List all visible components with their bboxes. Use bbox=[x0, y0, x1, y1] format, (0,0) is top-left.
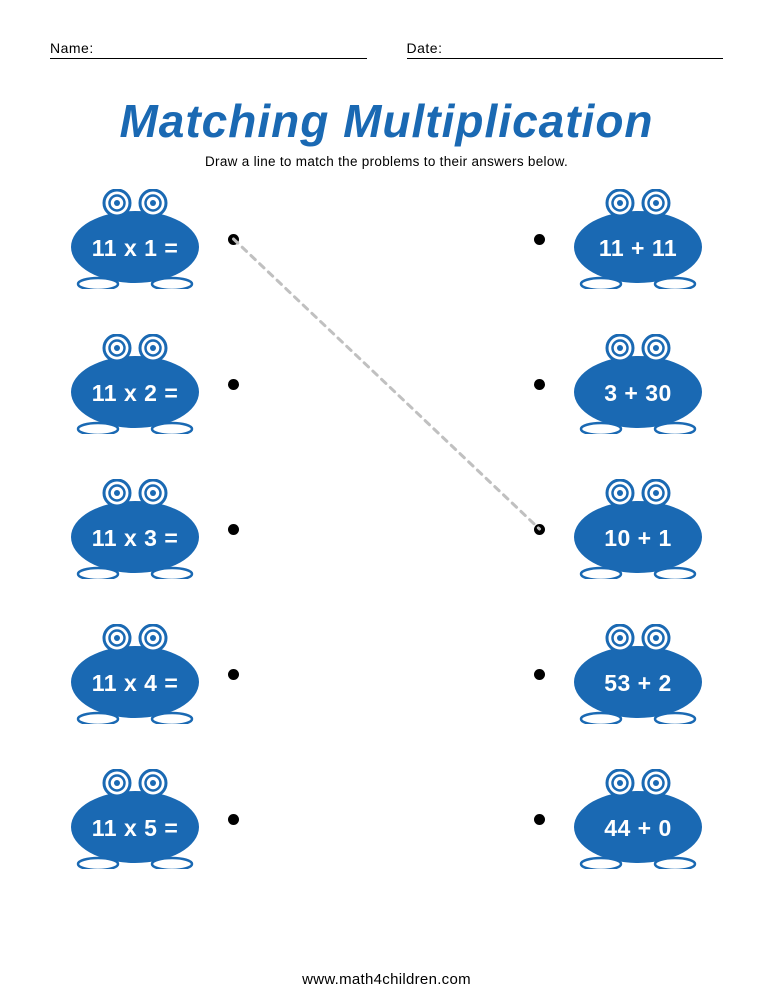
name-label: Name: bbox=[50, 40, 94, 56]
left-row: 11 x 3 = bbox=[60, 479, 239, 579]
name-field[interactable]: Name: bbox=[50, 40, 367, 59]
frog-icon: 44 + 0 bbox=[563, 769, 713, 869]
left-problem-text: 11 x 2 = bbox=[60, 380, 210, 407]
left-problem-text: 11 x 1 = bbox=[60, 235, 210, 262]
left-row: 11 x 4 = bbox=[60, 624, 239, 724]
left-row: 11 x 2 = bbox=[60, 334, 239, 434]
left-problem-text: 11 x 4 = bbox=[60, 670, 210, 697]
match-dot[interactable] bbox=[228, 814, 239, 825]
right-problem-text: 3 + 30 bbox=[563, 380, 713, 407]
match-dot[interactable] bbox=[534, 234, 545, 245]
right-row: 3 + 30 bbox=[534, 334, 713, 434]
right-row: 10 + 1 bbox=[534, 479, 713, 579]
right-problem-text: 11 + 11 bbox=[563, 235, 713, 262]
match-dot[interactable] bbox=[228, 669, 239, 680]
left-row: 11 x 1 = bbox=[60, 189, 239, 289]
date-label: Date: bbox=[407, 40, 443, 56]
match-dot[interactable] bbox=[534, 524, 545, 535]
match-dot[interactable] bbox=[534, 814, 545, 825]
match-dot[interactable] bbox=[534, 669, 545, 680]
match-dot[interactable] bbox=[228, 234, 239, 245]
header-fields: Name: Date: bbox=[0, 0, 773, 59]
frog-icon: 11 x 1 = bbox=[60, 189, 210, 289]
left-problem-text: 11 x 5 = bbox=[60, 815, 210, 842]
frog-icon: 11 x 4 = bbox=[60, 624, 210, 724]
matching-area: 11 x 1 = 11 x 2 = 11 x 3 = bbox=[0, 189, 773, 869]
frog-icon: 11 x 5 = bbox=[60, 769, 210, 869]
frog-icon: 10 + 1 bbox=[563, 479, 713, 579]
match-dot[interactable] bbox=[228, 379, 239, 390]
right-row: 11 + 11 bbox=[534, 189, 713, 289]
frog-icon: 11 x 2 = bbox=[60, 334, 210, 434]
frog-icon: 11 x 3 = bbox=[60, 479, 210, 579]
right-row: 53 + 2 bbox=[534, 624, 713, 724]
match-dot[interactable] bbox=[228, 524, 239, 535]
date-field[interactable]: Date: bbox=[407, 40, 724, 59]
right-problem-text: 44 + 0 bbox=[563, 815, 713, 842]
frog-icon: 3 + 30 bbox=[563, 334, 713, 434]
left-problem-text: 11 x 3 = bbox=[60, 525, 210, 552]
right-problem-text: 10 + 1 bbox=[563, 525, 713, 552]
footer-url: www.math4children.com bbox=[0, 971, 773, 988]
left-column: 11 x 1 = 11 x 2 = 11 x 3 = bbox=[60, 189, 239, 869]
frog-icon: 11 + 11 bbox=[563, 189, 713, 289]
right-problem-text: 53 + 2 bbox=[563, 670, 713, 697]
match-dot[interactable] bbox=[534, 379, 545, 390]
instructions: Draw a line to match the problems to the… bbox=[0, 154, 773, 169]
left-row: 11 x 5 = bbox=[60, 769, 239, 869]
right-column: 11 + 11 3 + 30 10 + 1 bbox=[534, 189, 713, 869]
right-row: 44 + 0 bbox=[534, 769, 713, 869]
frog-icon: 53 + 2 bbox=[563, 624, 713, 724]
page-title: Matching Multiplication bbox=[0, 94, 773, 148]
